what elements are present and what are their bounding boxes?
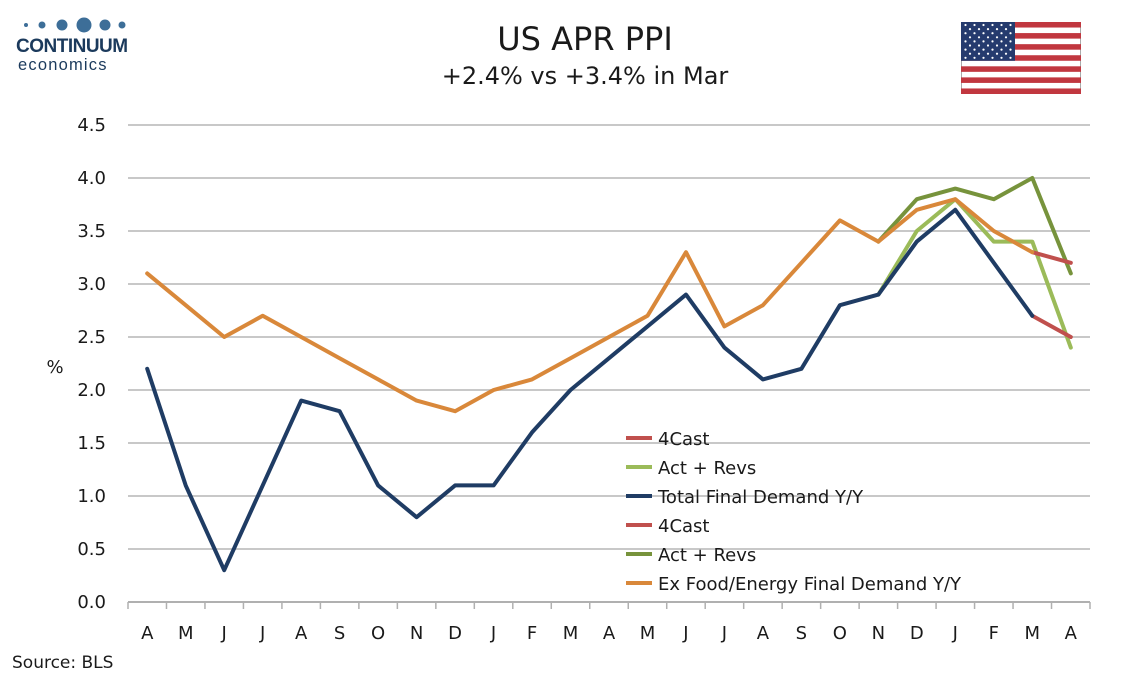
- legend-item: Act + Revs: [626, 545, 756, 566]
- legend-label: Ex Food/Energy Final Demand Y/Y: [658, 574, 962, 595]
- x-tick-label: M: [640, 623, 656, 644]
- legend-item: 4Cast: [626, 516, 710, 537]
- series-line: [876, 197, 1073, 350]
- y-tick-label: 4.0: [77, 168, 106, 189]
- legend-item: Ex Food/Energy Final Demand Y/Y: [626, 574, 962, 595]
- chart-title: US APR PPI: [497, 20, 673, 58]
- x-tick-label: A: [603, 623, 616, 644]
- logo-dots-icon: [24, 17, 126, 33]
- logo-subtitle: economics: [18, 56, 108, 74]
- series-line: [1030, 313, 1073, 339]
- x-tick-label: N: [872, 623, 885, 644]
- source-note: Source: BLS: [12, 653, 114, 673]
- x-tick-label: J: [721, 623, 727, 644]
- x-tick-label: D: [910, 623, 924, 644]
- x-tick-label: D: [448, 623, 462, 644]
- continuum-logo: CONTINUUM economics: [14, 14, 134, 76]
- x-tick-label: A: [757, 623, 770, 644]
- y-tick-label: 1.0: [77, 486, 106, 507]
- axes: [127, 601, 1091, 609]
- y-tick-labels: 0.0 0.5 1.0 1.5 2.0 2.5 3.0 3.5 4.0 4.5: [77, 115, 106, 613]
- us-flag-icon: [961, 22, 1081, 94]
- logo-wordmark: CONTINUUM: [16, 36, 128, 57]
- x-tick-label: M: [1025, 623, 1041, 644]
- x-tick-label: O: [371, 623, 385, 644]
- series-line: [145, 197, 1035, 414]
- x-tick-label: N: [410, 623, 423, 644]
- x-tick-label: J: [221, 623, 227, 644]
- y-tick-label: 4.5: [77, 115, 106, 136]
- x-tick-label: S: [796, 623, 807, 644]
- series-lines: [145, 176, 1073, 573]
- chart-subtitle: +2.4% vs +3.4% in Mar: [441, 62, 729, 90]
- x-tick-label: A: [141, 623, 154, 644]
- legend-label: 4Cast: [658, 516, 710, 537]
- legend: 4Cast Act + Revs Total Final Demand Y/Y 4Ca…: [626, 429, 962, 595]
- y-tick-label: 1.5: [77, 433, 106, 454]
- gridlines: [128, 124, 1090, 550]
- legend-label: Act + Revs: [658, 458, 756, 479]
- x-tick-label: S: [334, 623, 345, 644]
- y-tick-label: 0.5: [77, 539, 106, 560]
- y-tick-label: 0.0: [77, 592, 106, 613]
- y-tick-label: 3.0: [77, 274, 106, 295]
- legend-label: 4Cast: [658, 429, 710, 450]
- series-line: [876, 176, 1073, 276]
- legend-item: Act + Revs: [626, 458, 756, 479]
- x-tick-label: J: [682, 623, 688, 644]
- x-tick-label: A: [1065, 623, 1078, 644]
- series-line: [145, 207, 1035, 573]
- x-tick-label: J: [490, 623, 496, 644]
- x-tick-label: F: [989, 623, 999, 644]
- y-tick-label: 2.0: [77, 380, 106, 401]
- legend-label: Total Final Demand Y/Y: [657, 487, 864, 508]
- x-tick-label: A: [295, 623, 308, 644]
- y-tick-label: 3.5: [77, 221, 106, 242]
- legend-item: Total Final Demand Y/Y: [626, 487, 864, 508]
- x-tick-label: O: [833, 623, 847, 644]
- x-tick-label: F: [527, 623, 537, 644]
- x-tick-label: M: [563, 623, 579, 644]
- legend-label: Act + Revs: [658, 545, 756, 566]
- y-axis-label: %: [46, 357, 63, 378]
- x-tick-label: M: [178, 623, 194, 644]
- series-line: [1030, 250, 1073, 265]
- legend-item: 4Cast: [626, 429, 710, 450]
- x-tick-label: J: [952, 623, 958, 644]
- y-tick-label: 2.5: [77, 327, 106, 348]
- x-tick-label: J: [259, 623, 265, 644]
